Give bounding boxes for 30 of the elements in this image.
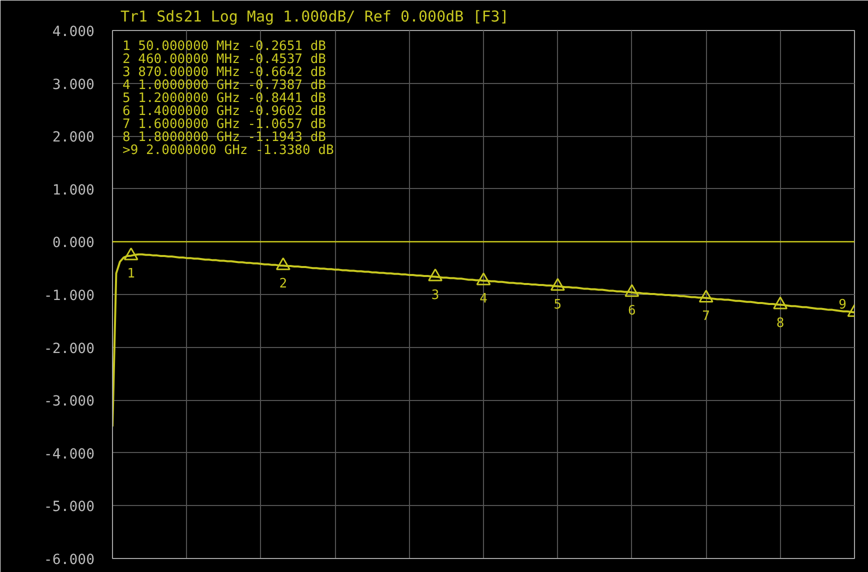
y-tick-label: -2.000 bbox=[44, 340, 95, 357]
y-tick-label: -3.000 bbox=[44, 394, 95, 410]
annotation: 1 bbox=[127, 266, 135, 282]
annotation: 9 bbox=[838, 297, 846, 312]
annotation: 8 bbox=[776, 316, 784, 331]
y-tick-label: 4.000 bbox=[52, 24, 95, 40]
annotation: 2 bbox=[279, 276, 288, 292]
y-tick-label: 1.000 bbox=[52, 182, 95, 198]
annotation: 6 1.4000000 GHz -0.9602 dB bbox=[122, 104, 326, 119]
annotation: 5 1.2000000 GHz -0.8441 dB bbox=[122, 91, 326, 106]
annotation: 7 1.6000000 GHz -1.0657 dB bbox=[122, 117, 326, 132]
annotation: 4 1.0000000 GHz -0.7387 dB bbox=[122, 78, 326, 93]
annotation: 3 870.00000 MHz -0.6642 dB bbox=[122, 65, 326, 80]
y-tick-label: -6.000 bbox=[44, 552, 95, 568]
annotation: 7 bbox=[702, 308, 710, 324]
annotation: 2 460.00000 MHz -0.4537 dB bbox=[122, 52, 326, 67]
y-tick-label: 3.000 bbox=[52, 76, 95, 93]
annotation: >9 2.0000000 GHz -1.3380 dB bbox=[122, 143, 334, 158]
y-tick-label: -4.000 bbox=[44, 446, 95, 462]
y-tick-label: -5.000 bbox=[44, 499, 95, 516]
annotation: 4 bbox=[480, 292, 488, 307]
y-tick-label: 2.000 bbox=[52, 130, 95, 146]
chart-title: Tr1 Sds21 Log Mag 1.000dB/ Ref 0.000dB [F3] bbox=[120, 8, 509, 26]
annotation: 3 bbox=[431, 288, 440, 303]
annotation: 6 bbox=[628, 303, 636, 318]
y-tick-label: 0.000 bbox=[52, 235, 95, 252]
annotation: 5 bbox=[554, 297, 562, 312]
annotation: 8 1.8000000 GHz -1.1943 dB bbox=[122, 130, 326, 145]
y-tick-label: -1.000 bbox=[44, 288, 95, 304]
annotation: 1 50.000000 MHz -0.2651 dB bbox=[122, 39, 326, 54]
